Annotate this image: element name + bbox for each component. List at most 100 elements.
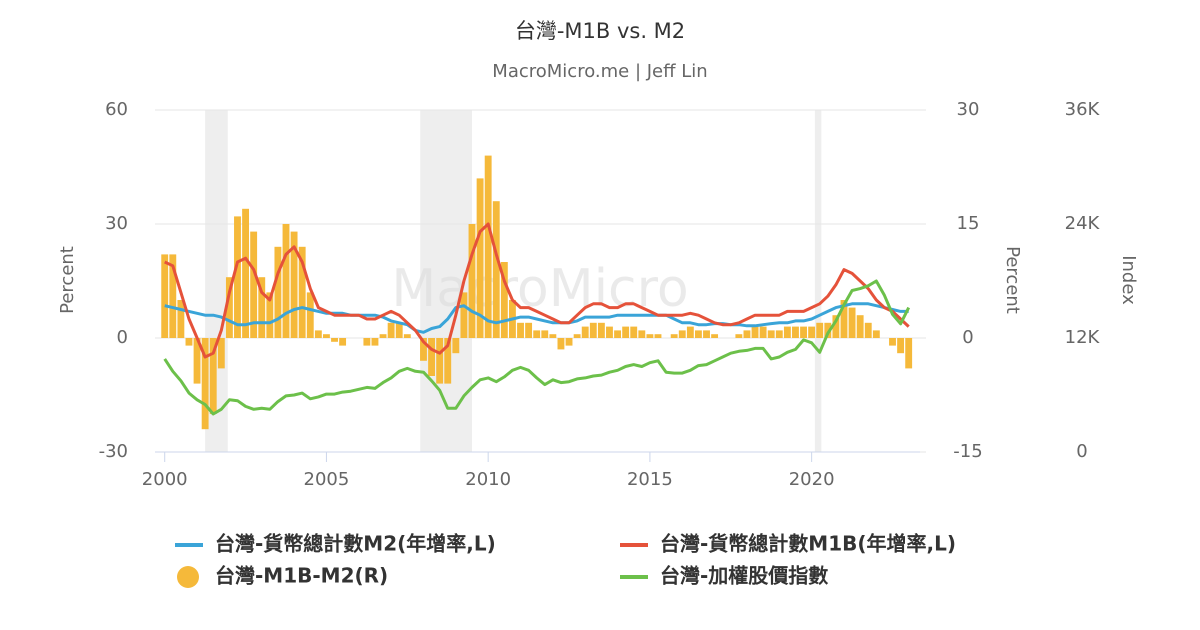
bar bbox=[234, 216, 241, 338]
bar bbox=[557, 338, 565, 350]
bar bbox=[436, 338, 444, 384]
bar bbox=[492, 201, 500, 338]
bar bbox=[832, 315, 840, 338]
bar bbox=[379, 334, 387, 338]
bar bbox=[533, 330, 541, 338]
bar bbox=[201, 338, 209, 430]
y3-axis-title: Index bbox=[1118, 255, 1139, 305]
bar bbox=[848, 307, 856, 338]
y2-tick-label: 30 bbox=[957, 99, 980, 120]
bar bbox=[711, 334, 719, 338]
bar bbox=[323, 334, 330, 338]
bar bbox=[177, 300, 185, 338]
bar bbox=[274, 246, 282, 338]
bar bbox=[395, 322, 403, 338]
bar bbox=[193, 338, 201, 384]
y-tick-label: -30 bbox=[99, 441, 128, 462]
y3-tick-label: 36K bbox=[1065, 99, 1101, 120]
bar bbox=[775, 330, 783, 338]
bar bbox=[331, 338, 338, 342]
bar bbox=[169, 254, 177, 338]
bar bbox=[363, 338, 371, 346]
bar bbox=[808, 326, 816, 338]
y2-axis-title: Percent bbox=[1002, 246, 1023, 314]
y-axis-title: Percent bbox=[57, 246, 78, 314]
bar bbox=[250, 231, 258, 338]
bar bbox=[735, 334, 743, 338]
bar bbox=[282, 224, 290, 338]
bar bbox=[630, 326, 638, 338]
legend-label[interactable]: 台灣-貨幣總計數M2(年增率,L) bbox=[215, 532, 496, 556]
bar bbox=[403, 334, 411, 338]
chart-subtitle: MacroMicro.me | Jeff Lin bbox=[492, 61, 707, 82]
bar bbox=[565, 338, 573, 346]
bar bbox=[800, 326, 807, 338]
bar bbox=[678, 330, 686, 338]
bar bbox=[783, 326, 791, 338]
shaded-range bbox=[814, 110, 822, 452]
bar bbox=[840, 300, 848, 338]
chart-title: 台灣-M1B vs. M2 bbox=[515, 19, 685, 43]
y-tick-label: 0 bbox=[117, 327, 128, 348]
bar bbox=[298, 246, 306, 338]
y3-tick-label: 24K bbox=[1065, 213, 1101, 234]
bar bbox=[306, 292, 314, 338]
bar bbox=[444, 338, 452, 384]
line bbox=[164, 302, 909, 334]
bar bbox=[589, 322, 597, 338]
bar bbox=[209, 338, 217, 414]
y-tick-label: 30 bbox=[105, 213, 128, 234]
bar bbox=[889, 338, 896, 346]
x-tick-label: 2020 bbox=[789, 469, 835, 490]
bar bbox=[622, 326, 630, 338]
bar bbox=[767, 330, 775, 338]
bar bbox=[525, 322, 533, 338]
bar bbox=[484, 155, 492, 338]
y3-tick-label: 12K bbox=[1065, 327, 1101, 348]
bar bbox=[864, 322, 872, 338]
bar bbox=[242, 208, 250, 338]
bar bbox=[161, 254, 169, 338]
bar bbox=[905, 338, 913, 369]
bar bbox=[759, 326, 767, 338]
legend-label[interactable]: 台灣-貨幣總計數M1B(年增率,L) bbox=[660, 532, 956, 556]
legend-label[interactable]: 台灣-M1B-M2(R) bbox=[215, 564, 388, 588]
bar bbox=[290, 231, 298, 338]
legend-marker bbox=[177, 566, 199, 588]
legend-label[interactable]: 台灣-加權股價指數 bbox=[660, 564, 828, 588]
bar bbox=[792, 326, 799, 338]
bar bbox=[824, 322, 832, 338]
watermark: MacroMicro bbox=[391, 259, 688, 319]
bar bbox=[614, 330, 621, 338]
bar bbox=[476, 178, 484, 338]
y2-tick-label: 0 bbox=[962, 327, 973, 348]
bar bbox=[266, 292, 274, 338]
bar bbox=[897, 338, 905, 354]
bar bbox=[573, 334, 581, 338]
bar bbox=[460, 292, 468, 338]
bar bbox=[225, 277, 233, 338]
bar bbox=[654, 334, 662, 338]
bar bbox=[468, 224, 476, 338]
bar bbox=[816, 322, 824, 338]
bar bbox=[185, 338, 193, 346]
bar bbox=[743, 330, 751, 338]
y2-tick-label: -15 bbox=[953, 441, 982, 462]
x-tick-label: 2005 bbox=[304, 469, 350, 490]
bar bbox=[597, 322, 605, 338]
bar bbox=[258, 277, 266, 338]
bar bbox=[694, 330, 702, 338]
bar bbox=[541, 330, 549, 338]
bar bbox=[420, 338, 427, 361]
x-tick-label: 2010 bbox=[465, 469, 511, 490]
bar bbox=[703, 330, 710, 338]
bar bbox=[387, 322, 395, 338]
bar bbox=[581, 326, 589, 338]
bar bbox=[606, 326, 613, 338]
x-tick-label: 2000 bbox=[142, 469, 188, 490]
bar bbox=[549, 334, 557, 338]
y-tick-label: 60 bbox=[105, 99, 128, 120]
bar bbox=[646, 334, 654, 338]
bar bbox=[217, 338, 225, 369]
bar bbox=[452, 338, 460, 354]
